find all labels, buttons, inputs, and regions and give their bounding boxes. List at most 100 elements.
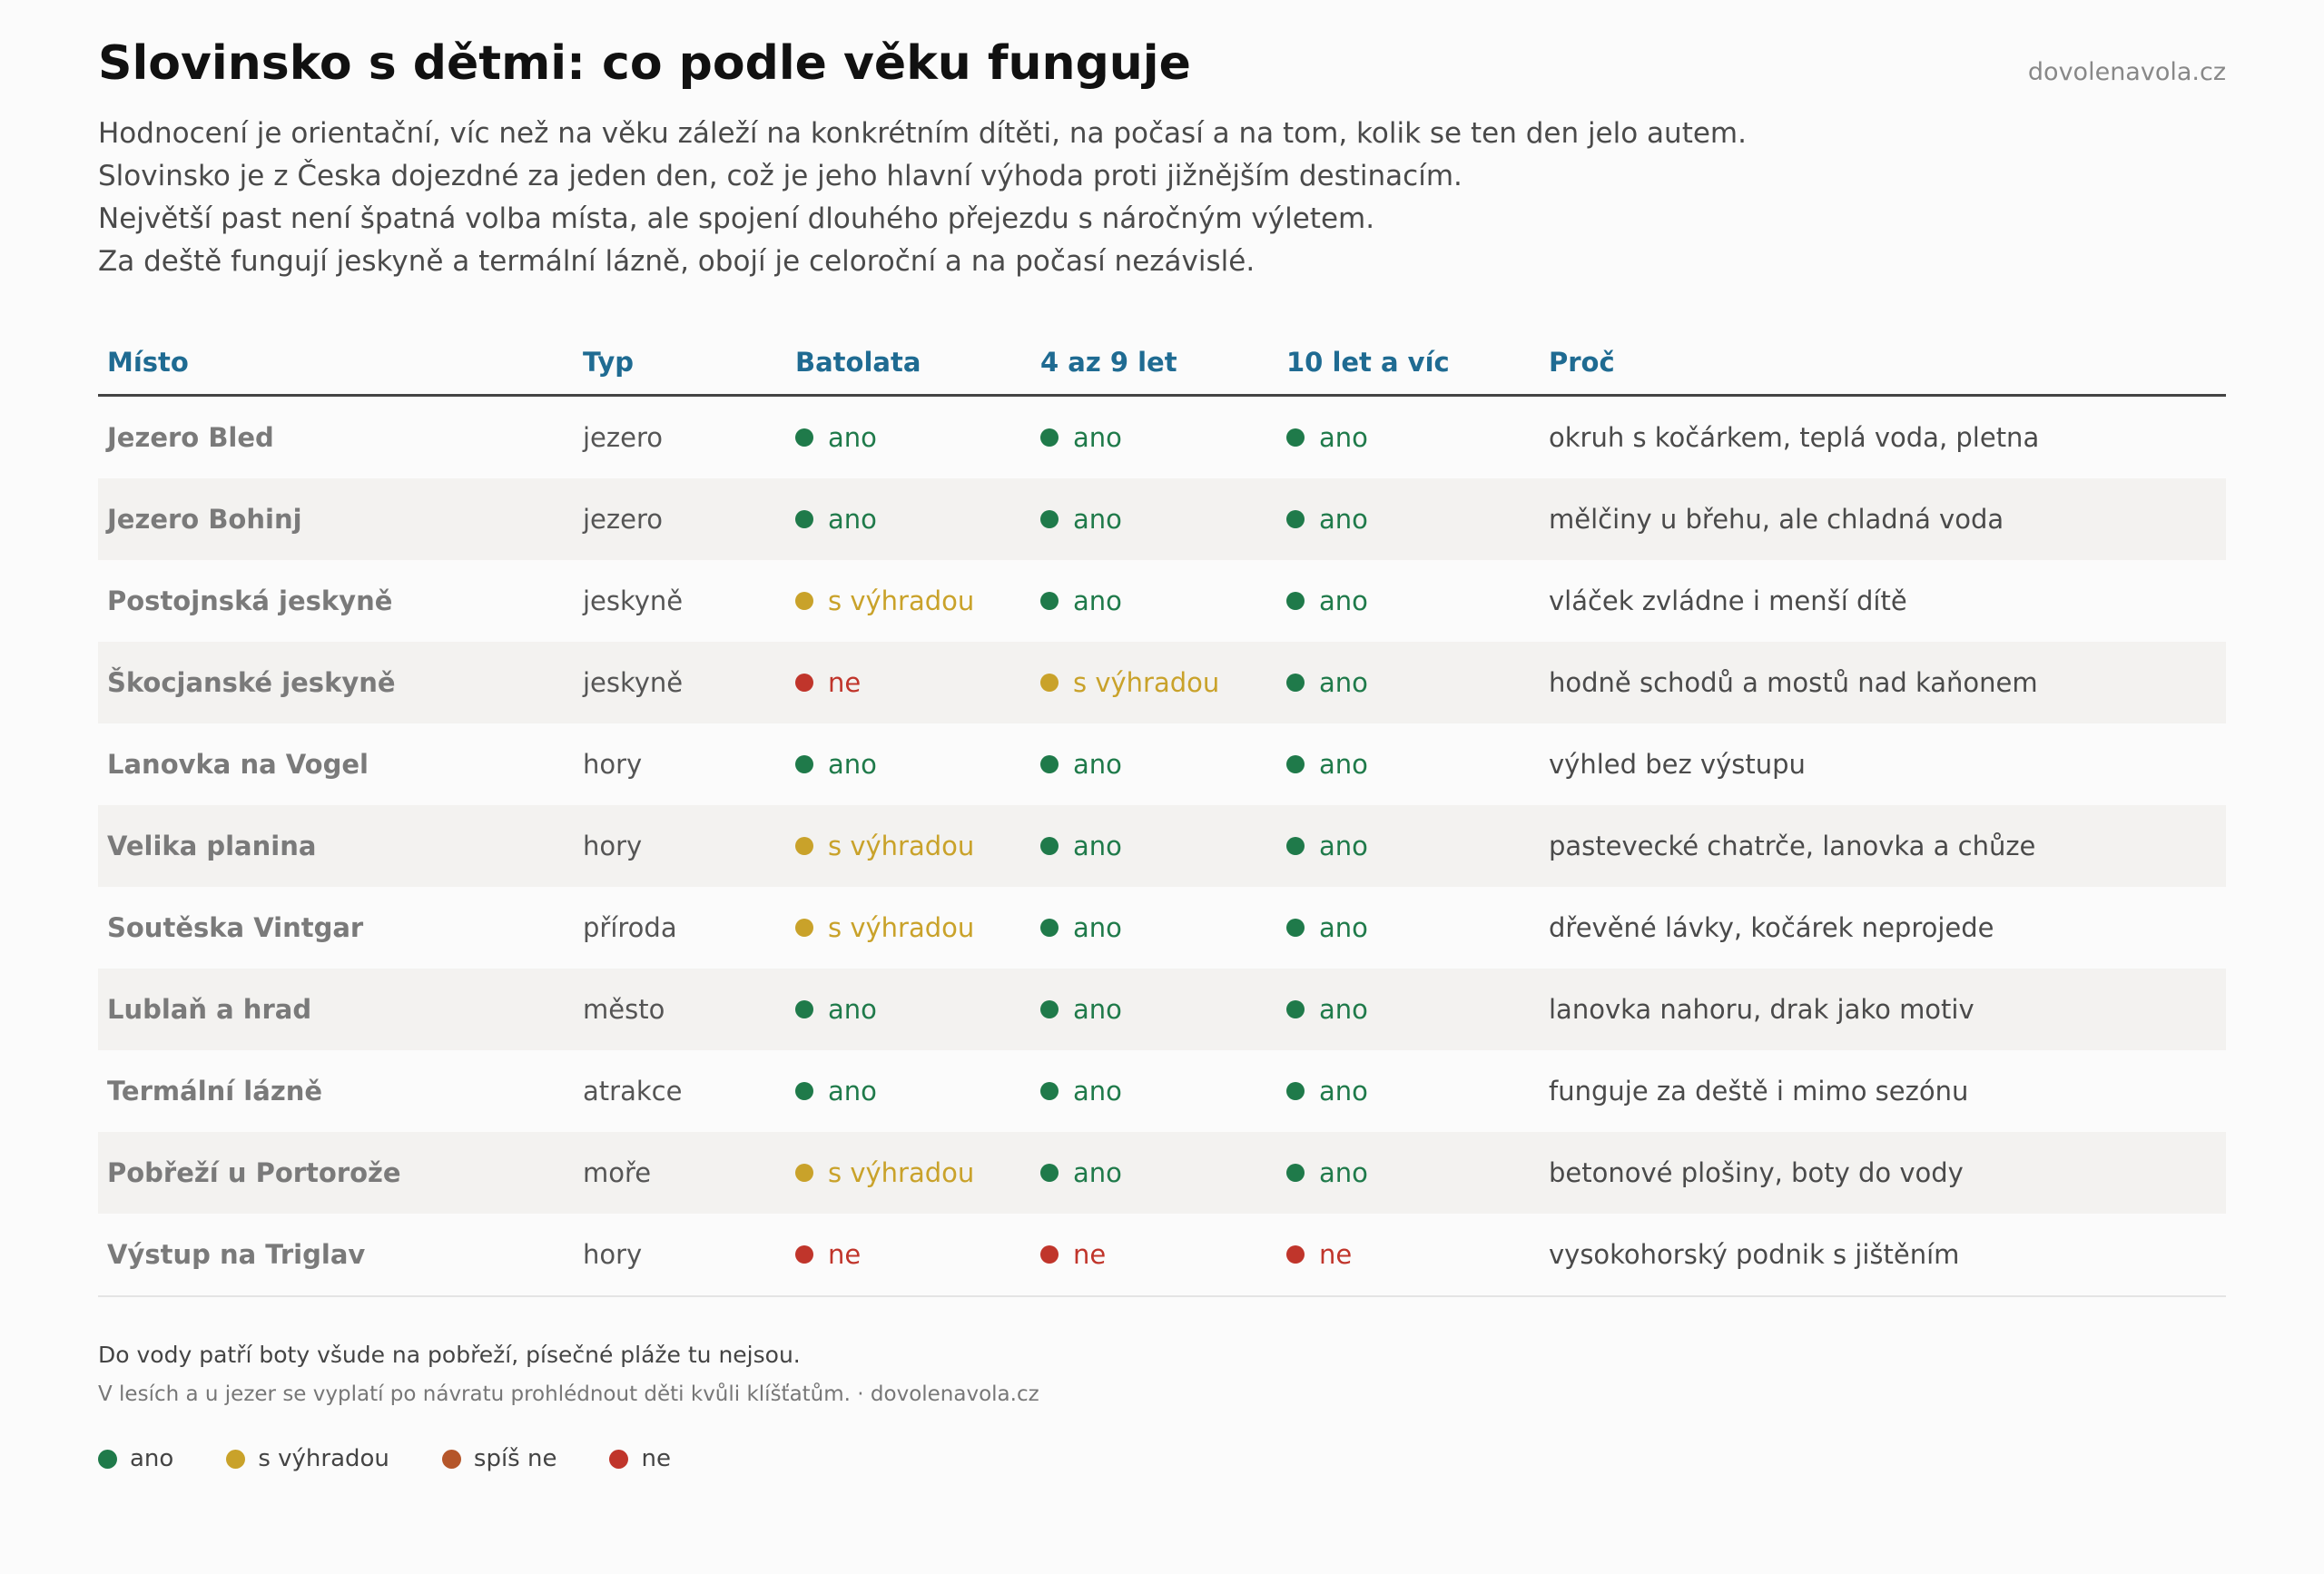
table-body: Jezero Bled jezero ano ano ano okruh s kočárk… xyxy=(98,397,2226,1295)
rating-dot-icon xyxy=(1286,755,1305,773)
rating-cell-toddlers: ano xyxy=(795,1050,877,1132)
rating-dot-icon xyxy=(1040,592,1059,610)
rating-table: Místo Typ Batolata 4 az 9 let 10 let a v… xyxy=(98,339,2226,1297)
table-row: Lanovka na Vogel hory ano ano ano výhled bez … xyxy=(98,723,2226,805)
legend-label: ano xyxy=(130,1445,174,1472)
table-bottom-rule xyxy=(98,1295,2226,1297)
rating-cell-older: ano xyxy=(1286,560,1368,642)
rating-dot-icon xyxy=(1040,1000,1059,1018)
table-row: Jezero Bohinj jezero ano ano ano mělčiny u bř… xyxy=(98,478,2226,560)
intro: Hodnocení je orientační, víc než na věku… xyxy=(98,113,1914,283)
rating-dot-icon xyxy=(795,1000,813,1018)
rating-cell-older: ano xyxy=(1286,723,1368,805)
intro-line: Za deště fungují jeskyně a termální lázn… xyxy=(98,245,1256,278)
rating-cell-older: ne xyxy=(1286,1214,1352,1295)
rating-dot-icon xyxy=(1040,1082,1059,1100)
rating-label: ano xyxy=(1073,912,1122,943)
rating-label: s výhradou xyxy=(828,831,975,861)
place-cell: Postojnská jeskyně xyxy=(107,585,393,616)
rating-cell-mid: ano xyxy=(1040,969,1122,1050)
table-row: Pobřeží u Portorože moře s výhradou ano ano b… xyxy=(98,1132,2226,1214)
rating-dot-icon xyxy=(1040,1164,1059,1182)
type-cell: jeskyně xyxy=(583,585,684,616)
reason-cell: lanovka nahoru, drak jako motiv xyxy=(1549,994,1974,1025)
rating-dot-icon xyxy=(795,1082,813,1100)
rating-label: ano xyxy=(1073,1076,1122,1107)
rating-cell-mid: s výhradou xyxy=(1040,642,1219,723)
table-row: Škocjanské jeskyně jeskyně ne s výhradou ano… xyxy=(98,642,2226,723)
rating-cell-toddlers: ano xyxy=(795,478,877,560)
footnote-1: Do vody patří boty všude na pobřeží, pís… xyxy=(98,1342,801,1368)
reason-cell: mělčiny u břehu, ale chladná voda xyxy=(1549,504,2004,535)
header-why: Proč xyxy=(1549,347,1615,378)
rating-dot-icon xyxy=(1286,1082,1305,1100)
page-title: Slovinsko s dětmi: co podle věku funguje xyxy=(98,36,1191,91)
legend-dot-icon xyxy=(226,1449,246,1469)
legend-dot-icon xyxy=(609,1449,629,1469)
table-row: Jezero Bled jezero ano ano ano okruh s kočárk… xyxy=(98,397,2226,478)
legend-label: ne xyxy=(641,1445,671,1472)
type-cell: hory xyxy=(583,831,643,861)
rating-cell-older: ano xyxy=(1286,805,1368,887)
rating-label: ano xyxy=(1073,1157,1122,1188)
rating-label: ano xyxy=(1319,1076,1368,1107)
rating-dot-icon xyxy=(1286,919,1305,937)
legend-item: ne xyxy=(609,1445,671,1472)
rating-label: ne xyxy=(1073,1239,1107,1270)
rating-dot-icon xyxy=(1040,837,1059,855)
rating-cell-mid: ano xyxy=(1040,1050,1122,1132)
legend-item: ano xyxy=(98,1445,173,1472)
rating-cell-mid: ano xyxy=(1040,723,1122,805)
table-row: Postojnská jeskyně jeskyně s výhradou ano an… xyxy=(98,560,2226,642)
rating-label: ano xyxy=(1319,994,1368,1025)
rating-label: ne xyxy=(828,667,862,698)
rating-label: ano xyxy=(1319,504,1368,535)
rating-cell-mid: ano xyxy=(1040,560,1122,642)
table-row: Soutěska Vintgar příroda s výhradou ano ano d… xyxy=(98,887,2226,969)
header-place: Místo xyxy=(107,347,189,378)
place-cell: Velika planina xyxy=(107,831,317,861)
place-cell: Lanovka na Vogel xyxy=(107,749,369,780)
reason-cell: výhled bez výstupu xyxy=(1549,749,1806,780)
rating-label: s výhradou xyxy=(1073,667,1220,698)
rating-dot-icon xyxy=(795,510,813,528)
rating-dot-icon xyxy=(795,428,813,447)
table-row: Výstup na Triglav hory ne ne ne vysokohorský … xyxy=(98,1214,2226,1295)
rating-cell-toddlers: s výhradou xyxy=(795,1132,974,1214)
rating-label: ano xyxy=(1319,422,1368,453)
rating-cell-older: ano xyxy=(1286,887,1368,969)
rating-label: ano xyxy=(828,994,877,1025)
type-cell: příroda xyxy=(583,912,677,943)
rating-dot-icon xyxy=(1040,428,1059,447)
place-cell: Jezero Bohinj xyxy=(107,504,302,535)
rating-cell-mid: ano xyxy=(1040,397,1122,478)
rating-cell-toddlers: ano xyxy=(795,723,877,805)
intro-line: Hodnocení je orientační, víc než na věku… xyxy=(98,117,1747,150)
reason-cell: dřevěné lávky, kočárek neprojede xyxy=(1549,912,1994,943)
rating-dot-icon xyxy=(1040,755,1059,773)
footnote-2: V lesích a u jezer se vyplatí po návratu… xyxy=(98,1382,1039,1406)
rating-cell-older: ano xyxy=(1286,478,1368,560)
rating-dot-icon xyxy=(1040,510,1059,528)
rating-dot-icon xyxy=(795,837,813,855)
rating-dot-icon xyxy=(795,919,813,937)
reason-cell: funguje za deště i mimo sezónu xyxy=(1549,1076,1969,1107)
reason-cell: vysokohorský podnik s jištěním xyxy=(1549,1239,1960,1270)
legend: ano s výhradou spíš ne ne xyxy=(98,1445,724,1472)
rating-dot-icon xyxy=(1286,1000,1305,1018)
rating-dot-icon xyxy=(1286,592,1305,610)
legend-item: s výhradou xyxy=(226,1445,389,1472)
rating-cell-toddlers: s výhradou xyxy=(795,887,974,969)
reason-cell: okruh s kočárkem, teplá voda, pletna xyxy=(1549,422,2040,453)
brand-label: dovolenavola.cz xyxy=(2027,58,2226,86)
rating-cell-older: ano xyxy=(1286,642,1368,723)
rating-dot-icon xyxy=(795,592,813,610)
rating-cell-mid: ano xyxy=(1040,478,1122,560)
place-cell: Škocjanské jeskyně xyxy=(107,667,396,698)
rating-cell-mid: ano xyxy=(1040,887,1122,969)
type-cell: atrakce xyxy=(583,1076,683,1107)
header-type: Typ xyxy=(583,347,635,378)
rating-label: ne xyxy=(828,1239,862,1270)
rating-label: ano xyxy=(1073,831,1122,861)
type-cell: hory xyxy=(583,749,643,780)
